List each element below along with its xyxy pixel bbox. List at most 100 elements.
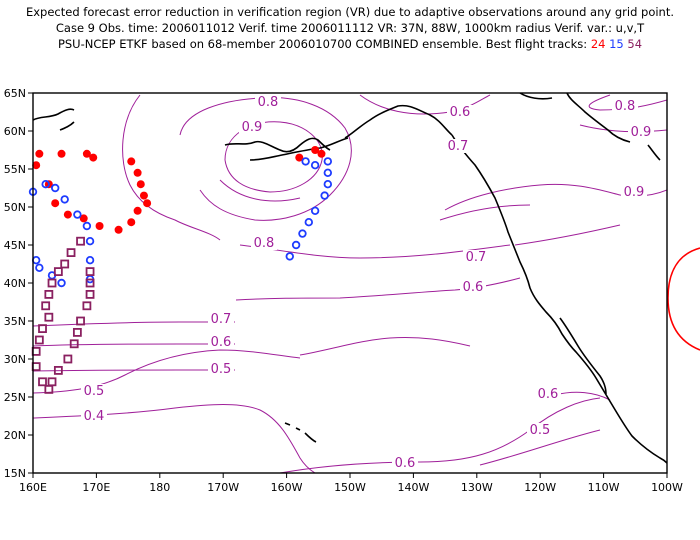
track-54-point <box>60 259 70 269</box>
hudson-bay-coast <box>566 93 631 143</box>
x-tick-label: 110W <box>588 481 620 494</box>
track-24-point <box>57 149 66 158</box>
track-24-point <box>311 146 320 154</box>
contour-line <box>299 336 471 356</box>
title-line-3-text: PSU-NCEP ETKF based on 68-member 2006010… <box>57 37 591 51</box>
contour-label: 0.4 <box>84 409 105 424</box>
contour-label-bg <box>447 105 473 119</box>
contour-line <box>219 179 301 202</box>
y-tick-label: 30N <box>4 353 26 366</box>
contour-line <box>439 204 531 221</box>
x-tick-label: 140W <box>397 481 429 494</box>
track-15-point <box>41 179 50 189</box>
contour-line <box>579 124 667 133</box>
contour-line <box>179 97 352 221</box>
contour-label: 0.6 <box>211 335 232 350</box>
contour-layer <box>33 94 667 473</box>
contour-label: 0.7 <box>448 139 469 154</box>
x-tick-label: 160W <box>271 481 303 494</box>
north-america-west-coast <box>451 134 667 464</box>
contour-label-bg <box>255 95 281 109</box>
x-tick-label: 170E <box>82 481 110 494</box>
track-54-point <box>34 335 44 345</box>
track-15-point <box>82 221 92 231</box>
contour-line <box>235 277 521 301</box>
coastline-layer <box>33 93 667 464</box>
contour-label-bg <box>392 456 418 470</box>
track-15-point <box>310 206 320 215</box>
alaska-peninsula <box>344 104 453 139</box>
title-line-2: Case 9 Obs. time: 2006011012 Verif. time… <box>55 21 645 35</box>
track-15-point <box>323 157 333 166</box>
y-tick-label: 20N <box>4 429 26 442</box>
track-15-point <box>60 195 69 204</box>
track-54-point <box>66 248 76 258</box>
contour-label: 0.9 <box>242 120 263 135</box>
contour-label-bg <box>445 139 471 153</box>
track-15-point <box>323 179 333 189</box>
axis-layer: 160E 170E 180 170W 160W 150W 140W 130W 120W 110W 1… <box>4 87 683 494</box>
contour-label-bg <box>208 362 234 376</box>
x-tick-label: 170W <box>207 481 239 494</box>
track-24-point <box>63 210 72 219</box>
track-24-point <box>79 214 88 223</box>
contour-label-bg <box>463 250 489 264</box>
contour-label-layer: 0.8 0.9 0.6 0.7 0.8 0.9 0.9 0.8 0.7 0.6 0.7 0.6 0.5 0… <box>81 95 654 471</box>
track-54-point <box>31 362 41 372</box>
track-54-point <box>85 267 95 277</box>
contour-label-bg <box>239 120 265 134</box>
track-15-point <box>304 217 313 227</box>
track-24-point <box>32 161 41 170</box>
contour-label: 0.8 <box>258 95 279 110</box>
track-24-point <box>139 191 148 200</box>
track-24-point <box>127 218 136 227</box>
track-24-point <box>127 157 136 166</box>
track-24-point <box>317 149 326 158</box>
track-15-point <box>50 183 60 193</box>
contour-line <box>479 429 601 466</box>
y-tick-label: 35N <box>4 315 26 328</box>
track-15-point <box>73 210 82 219</box>
track-15-point <box>85 236 95 246</box>
y-tick-label: 55N <box>4 163 26 176</box>
track-54-point <box>41 301 51 311</box>
x-tick-label: 180 <box>149 481 170 494</box>
track-54-point <box>38 377 47 387</box>
track-15-legend: 15 <box>609 37 624 51</box>
contour-label-bg <box>628 125 654 139</box>
contour-line <box>33 349 301 394</box>
track-54-point <box>44 312 54 322</box>
contour-label: 0.6 <box>538 387 559 402</box>
contour-label-bg <box>527 423 553 437</box>
contour-label: 0.7 <box>466 250 487 265</box>
y-tick-label: 40N <box>4 277 26 290</box>
track-54-point <box>85 278 95 288</box>
track-54-point <box>47 377 57 387</box>
track-54-layer <box>31 236 95 394</box>
contour-line <box>33 321 235 327</box>
track-15-point <box>301 157 310 166</box>
x-tick-label: 100W <box>651 481 683 494</box>
plot-frame <box>32 92 668 474</box>
track-24-point <box>82 149 91 158</box>
contour-label: 0.6 <box>463 280 484 295</box>
track-24-point <box>114 225 123 234</box>
y-tick-label: 60N <box>4 125 26 138</box>
x-tick-label: 160E <box>19 481 47 494</box>
track-15-point <box>57 278 66 288</box>
track-15-point <box>310 160 320 170</box>
track-24-point <box>35 149 44 158</box>
y-tick-label: 15N <box>4 467 26 480</box>
track-24-legend: 24 <box>590 37 606 51</box>
contour-line <box>514 224 621 246</box>
hawaii <box>284 422 317 443</box>
contour-label-bg <box>621 185 647 199</box>
contour-label-bg <box>460 280 486 294</box>
contour-label-bg <box>208 312 234 326</box>
contour-label: 0.8 <box>615 99 636 114</box>
x-tick-label: 120W <box>524 481 556 494</box>
track-24-point <box>95 222 104 230</box>
title-line-3: PSU-NCEP ETKF based on 68-member 2006010… <box>0 36 700 52</box>
contour-line <box>279 397 601 473</box>
contour-label-bg <box>612 99 638 113</box>
